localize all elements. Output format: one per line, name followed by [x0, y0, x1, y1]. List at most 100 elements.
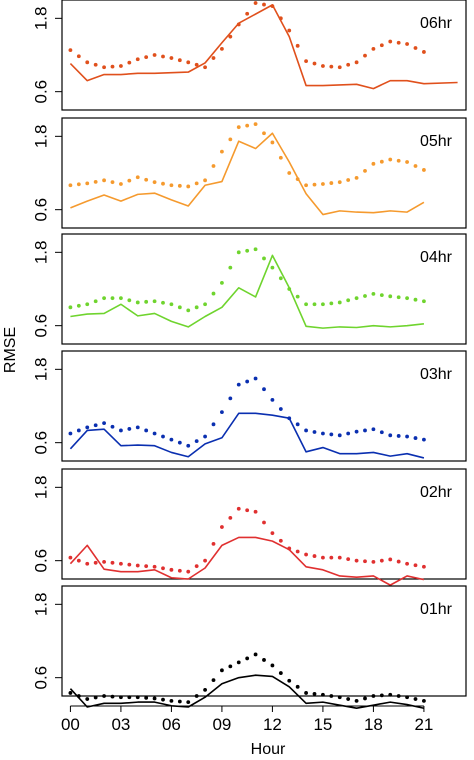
- dotted-point: [354, 175, 359, 180]
- dotted-point: [337, 555, 342, 560]
- dotted-point: [186, 569, 191, 574]
- dotted-point: [379, 558, 384, 563]
- dotted-point: [388, 39, 393, 44]
- dotted-point: [388, 692, 393, 697]
- dotted-point: [253, 247, 258, 252]
- dotted-point: [405, 160, 409, 164]
- dotted-point: [329, 64, 334, 69]
- dotted-point: [413, 46, 418, 50]
- dotted-point: [337, 433, 342, 438]
- dotted-point: [135, 425, 140, 430]
- dotted-point: [396, 158, 401, 163]
- dotted-point: [371, 694, 376, 698]
- dotted-point: [321, 302, 325, 307]
- dotted-point: [236, 125, 241, 130]
- dotted-point: [354, 60, 359, 65]
- dotted-point: [405, 42, 409, 46]
- dotted-point: [228, 515, 233, 520]
- dotted-point: [253, 509, 258, 514]
- dotted-point: [337, 300, 342, 305]
- dotted-point: [194, 439, 199, 444]
- dotted-point: [127, 298, 132, 303]
- dotted-point: [93, 179, 98, 184]
- dotted-point: [186, 60, 191, 65]
- dotted-point: [346, 557, 351, 562]
- dotted-point: [363, 294, 367, 298]
- y-tick-label: 0.6: [31, 80, 50, 104]
- dotted-point: [228, 396, 233, 401]
- dotted-point: [245, 379, 250, 384]
- dotted-point: [85, 60, 90, 65]
- dotted-point: [102, 296, 106, 301]
- panel-03hr: 0.6 1.8 03hr: [31, 350, 467, 462]
- dotted-point: [220, 410, 224, 415]
- dotted-point: [194, 694, 199, 698]
- dotted-point: [135, 695, 140, 700]
- dotted-point: [161, 434, 165, 439]
- dotted-point: [211, 422, 216, 427]
- dotted-point: [152, 564, 157, 569]
- panel-frame: [61, 233, 467, 345]
- dotted-point: [253, 376, 258, 381]
- dotted-point: [388, 294, 393, 299]
- dotted-point: [211, 291, 216, 296]
- dotted-point: [161, 181, 165, 186]
- dotted-point: [68, 183, 73, 188]
- dotted-point: [363, 168, 367, 173]
- dotted-point: [396, 694, 401, 698]
- dotted-point: [177, 183, 182, 188]
- x-tick-label: 21: [414, 715, 433, 734]
- dotted-point: [371, 291, 376, 296]
- dotted-point: [371, 161, 376, 166]
- dotted-point: [354, 558, 359, 563]
- dotted-point: [262, 2, 266, 7]
- panel-frame: [61, 468, 467, 580]
- dotted-point: [278, 407, 283, 411]
- dotted-point: [135, 175, 140, 180]
- dotted-point: [76, 558, 81, 563]
- dotted-point: [354, 698, 359, 703]
- dotted-point: [354, 429, 359, 434]
- dotted-point: [396, 40, 401, 45]
- panel-frame: [61, 350, 467, 462]
- dotted-point: [371, 559, 376, 564]
- x-tick-label: 09: [212, 715, 231, 734]
- dotted-point: [236, 382, 241, 387]
- dotted-point: [85, 561, 90, 566]
- dotted-point: [220, 149, 224, 154]
- dotted-point: [312, 182, 317, 187]
- dotted-point: [337, 695, 342, 700]
- dotted-point: [186, 700, 191, 705]
- dotted-point: [110, 424, 115, 429]
- dotted-point: [262, 387, 266, 392]
- panel-label: 06hr: [420, 15, 453, 32]
- dotted-point: [203, 434, 207, 439]
- dotted-point: [295, 422, 300, 427]
- dotted-point: [76, 182, 81, 187]
- panel-label: 03hr: [420, 366, 453, 383]
- dotted-point: [245, 123, 250, 128]
- dotted-point: [253, 1, 258, 5]
- dotted-point: [68, 555, 73, 560]
- dotted-point: [203, 558, 207, 563]
- dotted-point: [144, 55, 149, 60]
- dotted-point: [405, 296, 409, 301]
- dotted-point: [110, 694, 115, 699]
- dotted-point: [119, 296, 123, 301]
- dotted-point: [152, 431, 157, 436]
- y-tick-label: 0.6: [31, 198, 50, 222]
- dotted-point: [102, 65, 106, 70]
- y-tick-label: 0.6: [31, 549, 50, 573]
- dotted-point: [152, 299, 157, 304]
- solid-series-line: [69, 674, 425, 710]
- y-tick-label: 0.6: [31, 314, 50, 338]
- dotted-point: [119, 428, 123, 433]
- dotted-point: [278, 155, 283, 160]
- dotted-point: [346, 62, 351, 67]
- dotted-point: [169, 437, 174, 442]
- dotted-point: [329, 301, 334, 306]
- dotted-point: [363, 428, 367, 433]
- dotted-point: [245, 11, 250, 16]
- dotted-point: [262, 658, 266, 662]
- dotted-point: [110, 296, 115, 301]
